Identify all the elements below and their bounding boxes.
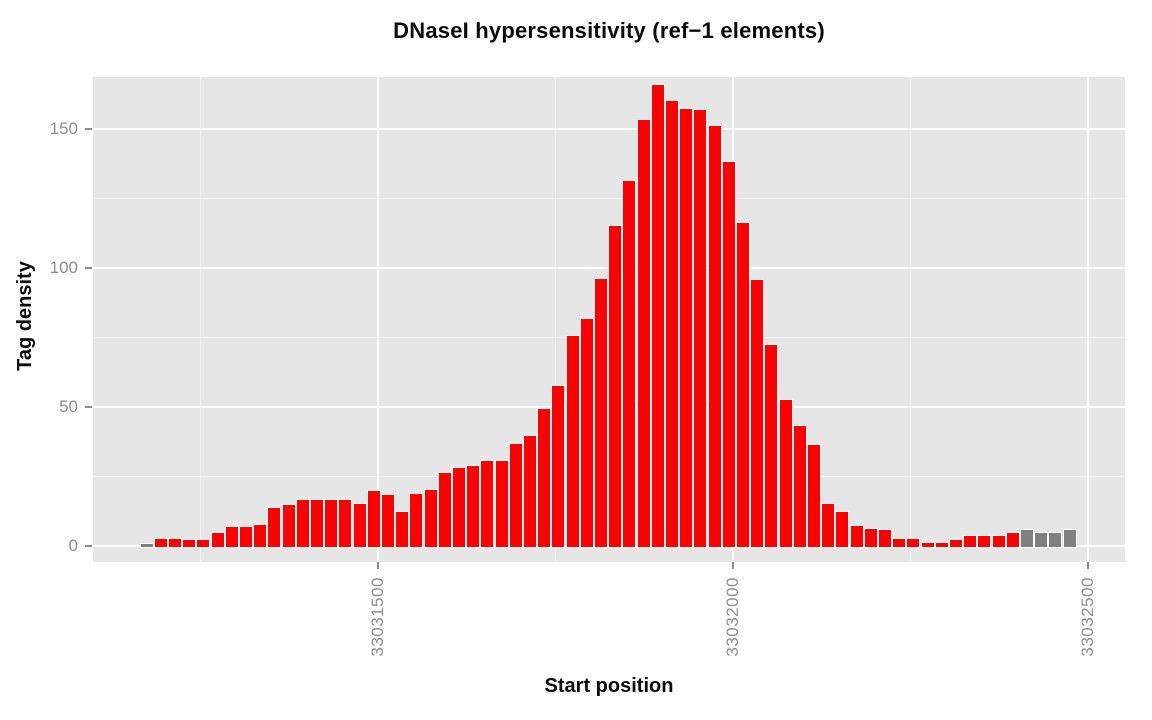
gridline-major-y (93, 128, 1125, 130)
histogram-bar (380, 494, 396, 548)
histogram-bar (593, 277, 609, 548)
histogram-bar (707, 124, 722, 548)
histogram-bar (1062, 529, 1077, 548)
histogram-bar (153, 537, 168, 548)
y-tick-label: 100 (49, 258, 78, 277)
histogram-bar (167, 537, 183, 548)
histogram-bar (636, 119, 651, 548)
histogram-bar (622, 180, 637, 548)
gridline-minor-x (910, 77, 911, 562)
y-tick-label: 0 (68, 536, 78, 555)
histogram-bar (1005, 532, 1020, 548)
histogram-bar (863, 527, 878, 548)
histogram-bar (821, 502, 836, 548)
histogram-bar (196, 538, 211, 548)
histogram-bar (338, 498, 353, 548)
histogram-bar (920, 541, 935, 548)
histogram-bar (750, 279, 765, 548)
histogram-bar (395, 511, 410, 548)
histogram-bar (466, 465, 481, 548)
histogram-bar (309, 498, 325, 548)
histogram-bar (579, 317, 594, 548)
histogram-bar (679, 108, 694, 548)
histogram-bar (494, 459, 509, 548)
gridline-minor-x (200, 77, 201, 562)
histogram-bar (735, 222, 751, 548)
histogram-bar (608, 224, 623, 548)
histogram-bar (551, 384, 566, 548)
histogram-bar (650, 84, 665, 548)
histogram-bar (366, 490, 381, 548)
histogram-bar (253, 523, 268, 548)
histogram-bar (565, 334, 580, 548)
histogram-bar (238, 526, 254, 548)
x-tick-label: 33031500 (368, 577, 387, 657)
histogram-bar (991, 534, 1006, 548)
histogram-bar (877, 529, 893, 548)
histogram-bar (139, 543, 154, 548)
histogram-bar (1034, 532, 1049, 548)
histogram-bar (934, 541, 949, 548)
histogram-bar (267, 506, 282, 548)
gridline-minor-y (93, 198, 1125, 199)
histogram-bar (182, 538, 197, 548)
histogram-bar (849, 525, 864, 548)
histogram-bar (778, 398, 793, 548)
y-axis-title: Tag density (14, 261, 36, 371)
y-tick-label: 50 (59, 397, 78, 416)
histogram-bar (1019, 529, 1035, 548)
chart-title: DNaseI hypersensitivity (ref−1 elements) (393, 18, 825, 43)
histogram-bar (764, 344, 779, 548)
y-tick-mark (85, 406, 92, 408)
histogram-bar (451, 466, 467, 548)
histogram-bar (948, 538, 964, 548)
histogram-bar (522, 434, 538, 548)
histogram-bar (792, 424, 807, 548)
y-tick-mark (85, 128, 92, 130)
histogram-bar (409, 493, 424, 548)
histogram-bar (295, 498, 310, 548)
histogram-bar (664, 99, 680, 548)
y-tick-mark (85, 545, 92, 547)
y-tick-mark (85, 267, 92, 269)
histogram-bar (906, 537, 921, 548)
histogram-bar (693, 109, 708, 548)
histogram-bar (721, 160, 736, 548)
histogram-bar (806, 444, 822, 548)
histogram-bar (224, 526, 239, 548)
histogram-bar (352, 502, 367, 548)
histogram-bar (977, 534, 992, 548)
histogram-bar (210, 532, 225, 548)
gridline-minor-x (555, 77, 556, 562)
x-axis-title: Start position (544, 675, 674, 697)
histogram-bar (508, 443, 523, 548)
x-tick-label: 33032000 (723, 577, 742, 657)
histogram-bar (892, 537, 907, 548)
histogram-bar (324, 498, 339, 548)
histogram-bar (281, 504, 296, 548)
gridline-major-x (1087, 77, 1089, 562)
gridline-major-x (377, 77, 379, 562)
histogram-bar (963, 534, 978, 548)
histogram-bar (423, 488, 438, 548)
x-tick-mark (732, 562, 734, 569)
x-tick-mark (1087, 562, 1089, 569)
histogram-bar (835, 511, 850, 548)
histogram-bar (537, 408, 552, 548)
x-tick-label: 33032500 (1078, 577, 1097, 657)
x-tick-mark (377, 562, 379, 569)
histogram-bar (1048, 532, 1063, 548)
plot-panel (93, 77, 1125, 562)
y-tick-label: 150 (49, 119, 78, 138)
histogram-bar (437, 472, 452, 548)
histogram-bar (480, 459, 495, 548)
